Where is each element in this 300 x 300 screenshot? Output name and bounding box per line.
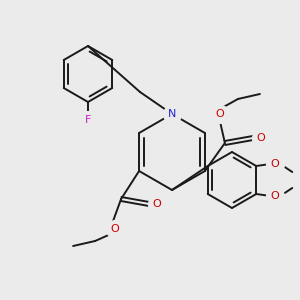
Text: O: O [271, 159, 280, 169]
Text: F: F [85, 115, 91, 125]
Text: N: N [168, 109, 176, 119]
Text: O: O [153, 199, 161, 209]
Text: O: O [215, 109, 224, 119]
Text: O: O [271, 191, 280, 201]
Text: O: O [111, 224, 119, 234]
Text: O: O [256, 133, 265, 143]
